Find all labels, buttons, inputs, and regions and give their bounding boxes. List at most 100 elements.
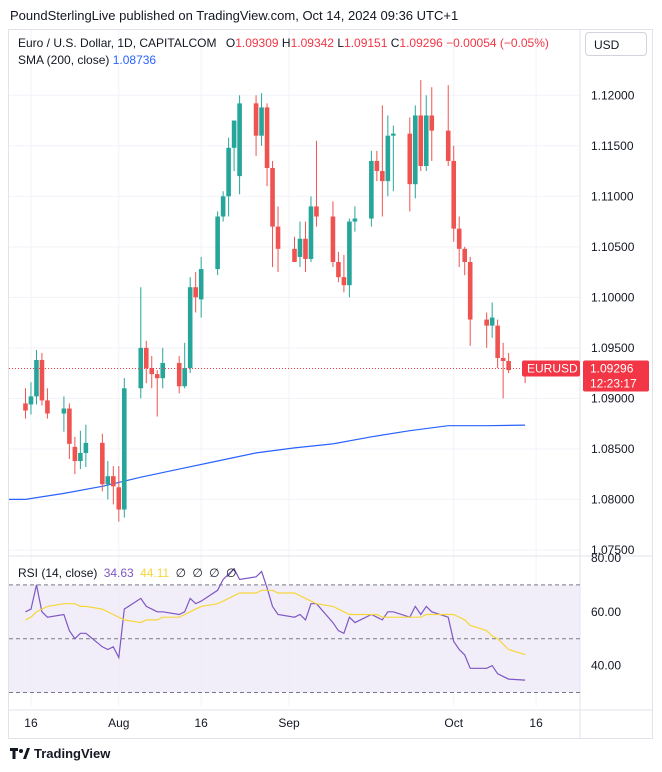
candle-body [187,287,193,369]
change-value: −0.00054 (−0.05%) [446,36,549,50]
price-tag-countdown: 12:23:17 [590,376,637,390]
candle [226,137,231,217]
candle-body [314,206,319,217]
rsi-axis: 80.00 60.00 40.00 [591,551,621,673]
candle [429,87,435,161]
candle [495,319,500,369]
candle-body [220,196,226,217]
candle-body [297,238,303,257]
candle [270,160,275,268]
candle-body [231,120,237,148]
candle-body [264,107,270,169]
candle-body [253,103,259,136]
price-tag-value: 1.09296 [590,361,634,375]
rsi-line [25,567,526,681]
candle [445,85,451,166]
time-axis: 16 Aug 16 Sep Oct 16 [24,716,543,730]
price-tag-bg [583,360,649,392]
candle [423,95,429,172]
candle [231,120,237,172]
candle-body [412,115,418,185]
candle [391,125,396,192]
candle-body [336,261,341,278]
candle [215,211,220,276]
rsi-tick-label: 40.00 [591,659,621,673]
candle [418,80,424,172]
candle [111,466,116,505]
candle [72,436,78,475]
rsi-tick-label: 60.00 [591,605,621,619]
candle-body [149,368,155,375]
close-value: 1.09296 [399,36,443,50]
time-tick-label: Oct [444,716,463,730]
price-tick-label: 1.12000 [591,88,635,102]
currency-button[interactable]: USD [585,32,647,56]
candle [347,218,352,298]
candle [61,396,67,432]
candle [297,221,303,268]
rsi-na-value: ∅ [192,566,203,580]
price-tick-label: 1.09000 [591,391,635,405]
candle-body [423,115,429,166]
candle [275,206,281,273]
rsi-na-value: ∅ [225,566,237,580]
symbol-tag-bg [522,360,580,377]
candle-body [154,374,160,379]
candle [78,430,83,470]
candle-body [451,160,457,229]
price-tick-label: 1.08000 [591,492,635,506]
candle [412,105,418,199]
rsi-label: RSI (14, close) [18,566,98,580]
candle-body [237,103,242,177]
candle [380,105,385,217]
candle-body [72,446,78,462]
rsi-tick-label: 80.00 [591,551,621,565]
candle-body [467,261,473,320]
price-axis: 1.12000 1.11500 1.11000 1.10500 1.10000 1.095… [591,88,635,557]
candle [28,382,34,415]
rsi-band [9,584,580,693]
candle-body [143,347,149,369]
rsi-legend: RSI (14, close) 34.63 44.11 ∅ ∅ ∅ ∅ [18,566,236,580]
symbol-tag: EURUSD [527,361,578,375]
candle-body [182,368,187,387]
candle-body [121,388,127,510]
tradingview-logo[interactable]: TradingView [10,746,110,761]
low-label: L [337,36,345,50]
candle [182,342,187,389]
candle-body [500,357,506,361]
candle [198,256,204,318]
candle [149,355,155,389]
rsi-ma-value: 44.11 [140,566,170,580]
candle-body [28,396,34,405]
candle [341,254,347,293]
price-tick-label: 1.11500 [591,139,634,153]
candle [264,103,270,187]
candle-body [23,403,28,411]
chart-frame [8,29,653,739]
candle [138,287,144,399]
candle [34,349,39,405]
price-tick-label: 1.10500 [591,240,635,254]
open-value: 1.09309 [235,36,279,50]
candle-body [83,442,89,453]
candle-body [78,452,83,462]
candle [116,466,122,522]
open-label: O [225,36,236,50]
sma-label: SMA (200, close) [18,53,110,67]
candle-body [374,160,380,172]
candle-body [352,218,358,222]
candle-body [369,160,374,219]
candle-body [429,115,435,131]
candle [23,388,28,419]
candle [45,388,50,419]
candle-body [259,107,264,136]
candle [292,236,297,262]
candle [456,216,462,268]
candle [143,340,149,384]
candle-body [341,277,347,286]
time-tick-label: 16 [24,716,38,730]
candle [369,150,374,227]
